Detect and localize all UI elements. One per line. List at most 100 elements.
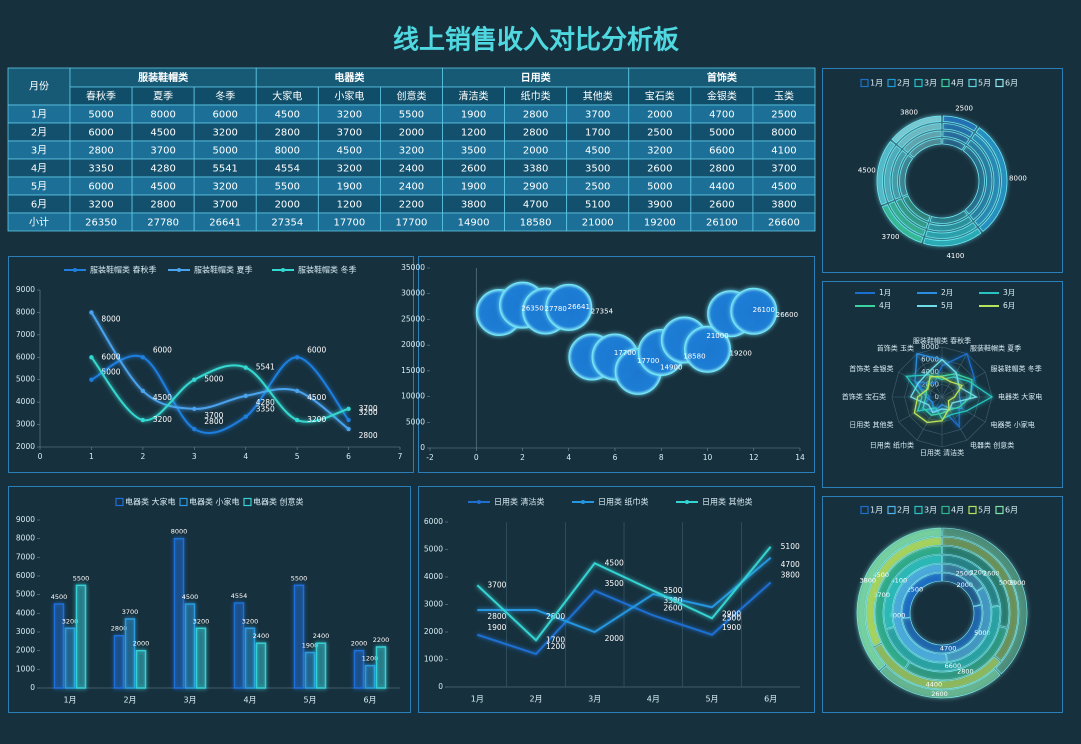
data-label: 5500: [73, 574, 90, 582]
data-label: 4100: [946, 252, 964, 260]
legend-label: 服装鞋帽类 春秋季: [90, 265, 157, 275]
bar: [75, 584, 87, 689]
y-tick-label: 9000: [16, 515, 35, 524]
data-label: 6000: [307, 345, 326, 354]
data-label: 3700: [487, 580, 506, 589]
data-point: [346, 426, 351, 432]
ring-slice: [942, 563, 984, 592]
x-tick-label: 2: [140, 452, 145, 461]
legend-swatch: [995, 78, 1004, 88]
table-cell-value: 5000: [88, 110, 113, 121]
data-label: 5000: [999, 578, 1016, 586]
table-cell-value: 2800: [523, 110, 548, 121]
r-tick-label: 2000: [921, 381, 939, 389]
table-group-header: 首饰类: [707, 71, 737, 84]
bar: [233, 602, 245, 689]
legend-swatch: [887, 505, 896, 515]
data-label: 26641: [568, 303, 590, 311]
y-tick-label: 5000: [406, 417, 425, 426]
table-cell-value: 27354: [271, 218, 303, 229]
table-cell-value: 3700: [771, 164, 796, 175]
bar: [353, 649, 365, 689]
data-point: [294, 355, 300, 360]
table-cell-value: 3800: [771, 200, 796, 211]
table-cell-value: 6000: [88, 128, 113, 139]
legend-swatch: [914, 505, 923, 515]
x-tick-label: 7: [398, 452, 403, 461]
table-row-label: 3月: [31, 145, 47, 157]
data-label: 8000: [101, 314, 120, 323]
axis-category-label: 电器类 小家电: [990, 420, 1034, 429]
table-cell-value: 4500: [771, 182, 796, 193]
table-group-header: 日用类: [521, 71, 551, 84]
legend-label: 服装鞋帽类 夏季: [194, 265, 253, 275]
bar: [195, 627, 207, 689]
doughnut-slice: [927, 216, 973, 232]
x-tick-label: 1: [89, 452, 94, 461]
doughnut-slice: [971, 133, 1000, 227]
data-label: 2600: [931, 690, 948, 698]
bar: [375, 646, 387, 689]
radar-spoke: [941, 396, 986, 423]
table-row-label: 1月: [31, 109, 47, 121]
data-label: 3500: [663, 586, 682, 595]
table-row-label: 6月: [31, 199, 47, 211]
table-cell-value: 1900: [461, 182, 486, 193]
x-tick-label: 1月: [471, 695, 484, 704]
x-tick-label: 2: [520, 453, 525, 462]
data-point: [89, 377, 94, 382]
table-cell-value: 4280: [150, 164, 175, 175]
data-point: [140, 417, 146, 423]
bar: [53, 603, 65, 689]
y-tick-label: 4000: [424, 572, 443, 581]
legend-label: 4月: [879, 301, 891, 310]
data-label: 3700: [359, 404, 378, 413]
table-cell-value: 3380: [523, 164, 548, 175]
table-group-header: 电器类: [334, 71, 364, 84]
table-cell-value: 2400: [399, 164, 424, 175]
ring-slice: [942, 527, 1028, 675]
data-label: 2500: [955, 104, 973, 112]
legend-label: 3月: [1003, 288, 1015, 297]
table-cell-value: 4500: [150, 182, 175, 193]
table-cell-value: 3200: [212, 128, 237, 139]
data-point: [243, 365, 248, 370]
y-tick-label: 5000: [16, 375, 35, 384]
table-cell-value: 1200: [461, 128, 486, 139]
table-cell-value: 4554: [275, 164, 300, 175]
doughnut-slice: [942, 130, 970, 145]
y-tick-label: 7000: [16, 552, 35, 561]
data-label: 3700: [873, 591, 890, 599]
data-label: 2900: [722, 609, 741, 618]
data-label: 5000: [101, 368, 120, 377]
data-point: [294, 388, 300, 394]
y-tick-label: 20000: [401, 340, 425, 349]
y-tick-label: 2000: [424, 627, 443, 636]
data-label: 2000: [605, 634, 624, 643]
doughnut-slice: [925, 222, 977, 239]
data-label: 4554: [231, 592, 248, 600]
table-cell-value: 5000: [647, 182, 672, 193]
legend-label: 5月: [978, 79, 991, 88]
x-tick-label: 14: [795, 453, 805, 462]
table-column-header: 其他类: [583, 90, 613, 103]
ring-slice: [905, 626, 1008, 681]
data-label: 8000: [1009, 174, 1027, 182]
bar: [315, 642, 327, 689]
data-label: 3200: [242, 617, 259, 625]
radar-spoke: [898, 396, 943, 423]
data-label: 3700: [204, 411, 223, 420]
table-cell-value: 4700: [523, 200, 548, 211]
table-cell-value: 5000: [709, 128, 734, 139]
data-label: 4280: [256, 398, 275, 407]
panel: [418, 256, 815, 473]
series-line: [90, 354, 350, 434]
y-tick-label: 7000: [16, 330, 35, 339]
table-cell-value: 2000: [647, 110, 672, 121]
legend-swatch: [860, 505, 869, 515]
table-cell-value: 17700: [396, 218, 428, 229]
table-column-header: 小家电: [334, 90, 364, 103]
series-line: [90, 311, 350, 430]
table-cell-value: 3800: [461, 200, 486, 211]
radar-line: [913, 375, 964, 424]
